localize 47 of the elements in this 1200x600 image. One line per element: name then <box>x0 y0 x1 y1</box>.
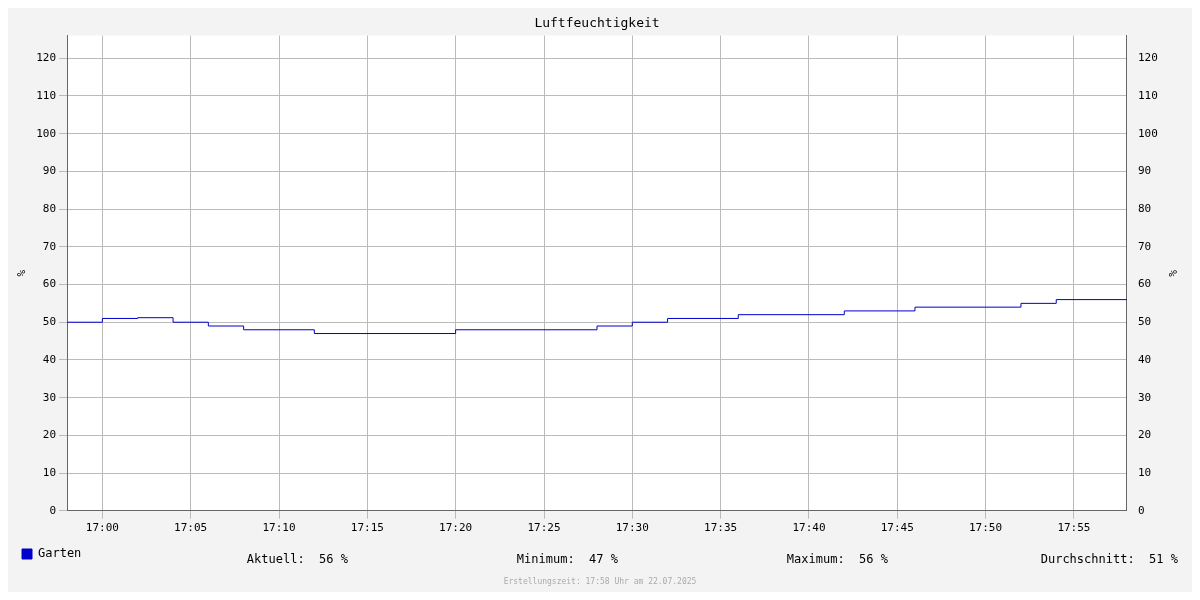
text: Durchschnitt: 51 % <box>1040 552 1179 567</box>
y-tick-label: 60 <box>42 277 57 291</box>
y2-tick-label: 0 <box>1137 503 1145 517</box>
x-tick-label: 17:45 <box>880 521 914 535</box>
x-tick-label: 17:50 <box>968 521 1003 535</box>
text: Maximum: 56 % <box>786 552 889 567</box>
y2-axis-title: % <box>1165 269 1179 277</box>
x-tick-label: 17:10 <box>262 521 296 535</box>
x-tick-label: 17:35 <box>704 521 738 535</box>
y2-tick-label: 30 <box>1137 390 1152 404</box>
y2-tick-label: 20 <box>1137 428 1152 442</box>
text: Aktuell: 56 % <box>246 552 349 567</box>
y2-tick-label: 70 <box>1137 239 1152 253</box>
chart-title: Luftfeuchtigkeit <box>534 15 660 31</box>
y2-tick-label: 120 <box>1137 51 1158 65</box>
y-tick-label: 50 <box>42 315 57 329</box>
y2-tick-label: 80 <box>1137 201 1152 215</box>
x-tick-label: 17:15 <box>350 521 384 535</box>
y2-tick-label: 60 <box>1137 277 1152 291</box>
text: Minimum: 47 % <box>516 552 619 567</box>
x-tick-label: 17:30 <box>615 521 649 535</box>
y-axis-title: % <box>15 269 29 277</box>
y2-tick-label: 40 <box>1137 352 1152 366</box>
y-tick-label: 40 <box>42 352 57 366</box>
y2-tick-label: 110 <box>1137 88 1158 102</box>
text: Erstellungszeit: 17:58 Uhr am 22.07.2025 <box>503 577 697 587</box>
y-tick-label: 0 <box>49 503 57 517</box>
y-tick-label: 10 <box>42 465 57 479</box>
y-tick-label: 70 <box>42 239 57 253</box>
y-tick-label: 80 <box>42 201 57 215</box>
y-tick-label: 90 <box>42 164 57 178</box>
legend-label: Garten <box>38 546 82 561</box>
y-tick-label: 120 <box>36 51 57 65</box>
y2-tick-label: 50 <box>1137 315 1152 329</box>
y2-tick-label: 90 <box>1137 164 1152 178</box>
x-tick-label: 17:25 <box>527 521 561 535</box>
y-tick-label: 20 <box>42 428 57 442</box>
y-tick-label: 110 <box>36 88 57 102</box>
x-tick-label: 17:05 <box>174 521 208 535</box>
y-tick-label: 100 <box>36 126 57 140</box>
y2-tick-label: 100 <box>1137 126 1158 140</box>
x-tick-label: 17:20 <box>439 521 473 535</box>
x-tick-label: 17:40 <box>792 521 826 535</box>
x-tick-label: 17:00 <box>85 521 119 535</box>
y2-tick-label: 10 <box>1137 465 1152 479</box>
x-tick-label: 17:55 <box>1057 521 1091 535</box>
y-tick-label: 30 <box>42 390 57 404</box>
